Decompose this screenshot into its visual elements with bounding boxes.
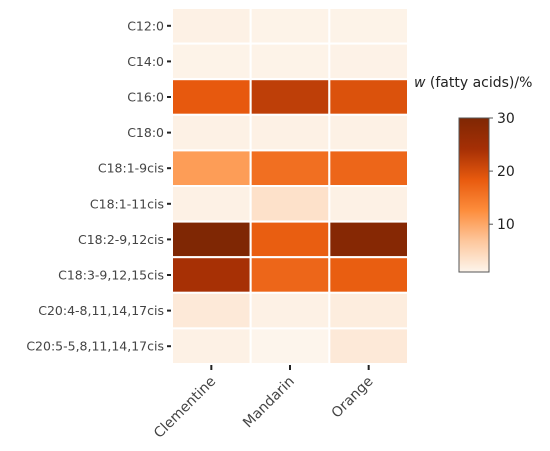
heatmap-cell [249,327,331,365]
heatmap-cell [249,7,331,45]
heatmap-cell [171,220,252,259]
heatmap-cell [249,113,331,152]
y-tick-label: C18:0 [127,125,164,140]
y-tick-label: C14:0 [127,54,164,69]
y-tick-label: C16:0 [127,90,164,105]
heatmap-cell [171,256,252,294]
colorbar-tick-label: 20 [497,164,515,180]
colorbar-tick-label: 10 [497,217,515,233]
colorbar-tick-label: 30 [497,111,515,127]
x-tick-label: Mandarin [240,374,298,432]
x-tick-label: Clementine [151,374,219,442]
heatmap-cell [171,42,252,81]
y-axis: C12:0 C14:0 C16:0 C18:0 C18:1-9cis C18:1-11ci… [26,18,171,354]
heatmap-cell [328,149,410,187]
heatmap-cell [249,256,331,294]
heatmap-cell [249,291,331,330]
heatmap-cell [171,78,252,116]
heatmap-cell [328,42,410,81]
heatmap-cells [171,7,410,365]
heatmap-cell [328,113,410,152]
y-tick-label: C20:5-5,8,11,14,17cis [26,339,164,354]
heatmap-cell [249,42,331,81]
heatmap-cell [328,7,410,45]
heatmap-cell [328,220,410,259]
colorbar [458,117,490,273]
colorbar-legend: w (fatty acids)/% 10 20 30 [414,75,532,273]
colorbar-title: w (fatty acids)/% [414,75,532,91]
heatmap-cell [171,291,252,330]
heatmap-cell [171,185,252,223]
y-tick-label: C18:2-9,12cis [78,232,164,247]
heatmap-cell [249,149,331,187]
y-tick-label: C18:1-9cis [98,161,164,176]
heatmap-cell [171,7,252,45]
heatmap-cell [328,185,410,223]
heatmap-cell [328,291,410,330]
heatmap-cell [249,220,331,259]
x-tick-label: Orange [329,374,377,422]
y-tick-label: C12:0 [127,18,164,33]
y-tick-label: C20:4-8,11,14,17cis [38,303,164,318]
x-axis: Clementine Mandarin Orange [151,365,376,442]
heatmap-cell [171,327,252,365]
heatmap-cell [249,78,331,116]
heatmap-cell [171,149,252,187]
heatmap-cell [328,327,410,365]
heatmap-cell [171,113,252,152]
heatmap-cell [249,185,331,223]
y-tick-label: C18:1-11cis [90,196,164,211]
heatmap-cell [328,256,410,294]
y-tick-label: C18:3-9,12,15cis [58,268,164,283]
heatmap-cell [328,78,410,116]
